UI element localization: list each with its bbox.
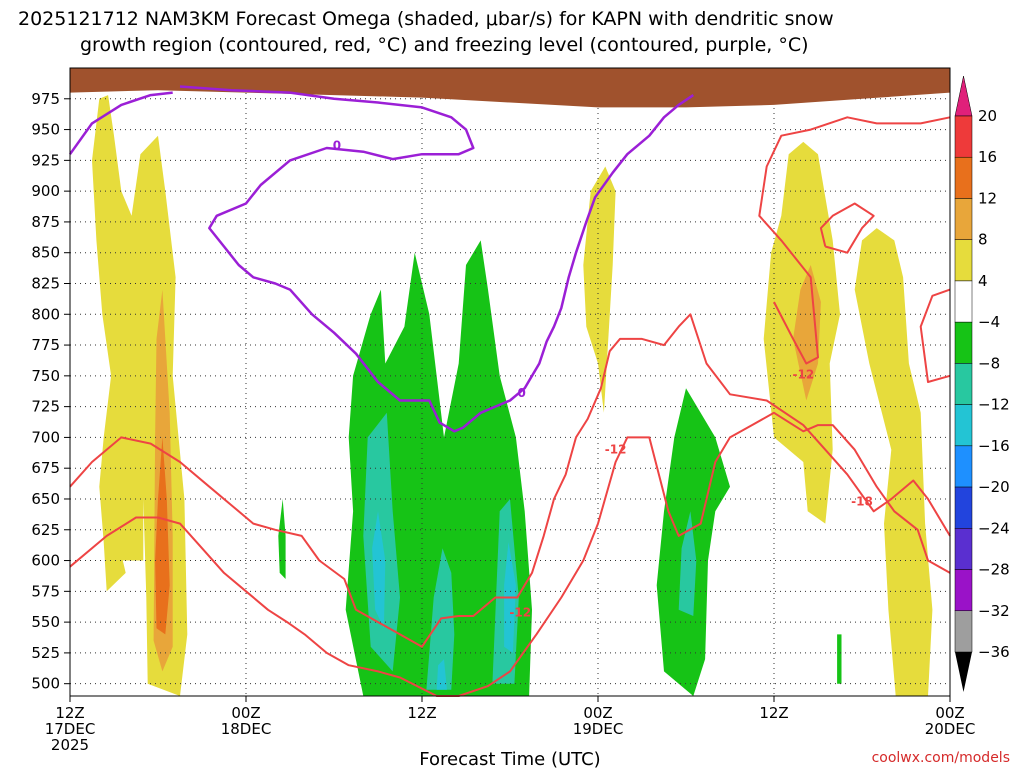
x-tick-label-1-1: 18DEC — [221, 720, 272, 738]
colorbar-bin-12 — [954, 610, 973, 653]
y-tick-label-600: 600 — [31, 552, 60, 570]
colorbar-top-arrow — [954, 75, 973, 117]
grid-lines — [69, 68, 951, 696]
y-tick-label-775: 775 — [31, 336, 60, 354]
colorbar-bin-11 — [954, 569, 973, 612]
colorbar-bin-8 — [954, 445, 973, 488]
y-tick-label-550: 550 — [31, 613, 60, 631]
y-tick-label-925: 925 — [31, 151, 60, 169]
y-tick-label-650: 650 — [31, 490, 60, 508]
y-tick-label-700: 700 — [31, 428, 60, 446]
colorbar-label-0: 20 — [978, 107, 997, 125]
colorbar-label-8: −16 — [978, 437, 1010, 455]
contour-label-5: 0 — [333, 139, 341, 153]
plot-frame — [69, 67, 951, 697]
colorbar-label-11: −28 — [978, 561, 1010, 579]
omega-region-teal-right — [678, 511, 697, 616]
colorbar-label-6: −8 — [978, 354, 1000, 372]
colorbar-bin-4 — [954, 280, 973, 323]
colorbar-bin-2 — [954, 198, 973, 240]
colorbar-bin-1 — [954, 156, 973, 199]
dgz-contour-4 — [919, 288, 951, 383]
contour-layer — [68, 85, 951, 697]
contour-label-4: 0 — [518, 386, 526, 400]
x-tick-label-0-1: 17DEC — [45, 720, 96, 738]
dgz-contour-1 — [69, 411, 951, 697]
y-tick-label-850: 850 — [31, 244, 60, 262]
contour-label-3: -18 — [851, 494, 873, 508]
omega-region-green-small — [278, 499, 286, 579]
y-tick-label-800: 800 — [31, 305, 60, 323]
colorbar-label-13: −36 — [978, 643, 1010, 661]
x-tick-label-3-0: 00Z — [583, 704, 612, 722]
y-tick-label-875: 875 — [31, 213, 60, 231]
y-tick-label-675: 675 — [31, 459, 60, 477]
y-tick-label-825: 825 — [31, 274, 60, 292]
freezing-contour-0 — [68, 91, 173, 155]
x-tick-label-2-0: 12Z — [407, 704, 436, 722]
omega-region-cyan-main-1 — [436, 659, 447, 690]
y-tick-label-975: 975 — [31, 90, 60, 108]
chart-title-line2: growth region (contoured, red, °C) and f… — [80, 34, 809, 56]
terrain-layer — [70, 68, 950, 108]
x-tick-label-1-0: 00Z — [231, 704, 260, 722]
colorbar-label-2: 12 — [978, 189, 997, 207]
y-tick-label-575: 575 — [31, 582, 60, 600]
y-axis: 500 525 550 575 600 625 650 675 700 725 750 775 800 8… — [31, 90, 70, 693]
colorbar-label-7: −12 — [978, 396, 1010, 414]
dgz-contour-2 — [758, 116, 951, 365]
colorbar-label-3: 8 — [978, 231, 988, 249]
omega-region-yellow-far-right — [854, 228, 933, 696]
y-tick-label-750: 750 — [31, 367, 60, 385]
colorbar-bin-5 — [954, 321, 973, 364]
colorbar-bin-10 — [954, 528, 973, 570]
x-axis-label: Forecast Time (UTC) — [419, 749, 600, 768]
x-tick-label-5-0: 00Z — [935, 704, 964, 722]
omega-shading-layer — [92, 95, 933, 697]
contour-label-1: -12 — [605, 443, 627, 457]
contour-label-0: -12 — [509, 605, 531, 619]
x-tick-label-4-0: 12Z — [759, 704, 788, 722]
colorbar-bin-0 — [954, 115, 973, 158]
dgz-contour-3 — [819, 202, 875, 254]
y-tick-label-725: 725 — [31, 398, 60, 416]
colorbar-bin-3 — [954, 239, 973, 282]
colorbar-label-9: −20 — [978, 478, 1010, 496]
colorbar-bin-6 — [954, 363, 973, 405]
colorbar-label-12: −32 — [978, 602, 1010, 620]
colorbar-label-10: −24 — [978, 519, 1010, 537]
terrain-surface — [70, 68, 950, 108]
omega-region-yellow-center — [583, 166, 616, 413]
x-tick-label-5-1: 20DEC — [925, 720, 976, 738]
omega-region-cyan-main-2 — [372, 511, 386, 629]
y-tick-label-500: 500 — [31, 675, 60, 693]
x-tick-label-3-1: 19DEC — [573, 720, 624, 738]
colorbar-bottom-arrow — [955, 652, 972, 692]
omega-region-orange-right — [793, 265, 821, 401]
colorbar-bin-7 — [954, 404, 973, 447]
colorbar: 20 16 12 8 4 −4 −8 −12 −16 −20 −24 −28 −32 −36 — [954, 75, 1010, 692]
y-tick-label-625: 625 — [31, 521, 60, 539]
y-tick-label-525: 525 — [31, 644, 60, 662]
colorbar-label-1: 16 — [978, 148, 997, 166]
chart-title-line1: 2025121712 NAM3KM Forecast Omega (shaded… — [18, 8, 834, 30]
x-tick-label-0-2: 2025 — [51, 736, 89, 754]
colorbar-label-5: −4 — [978, 313, 1000, 331]
freezing-contour-1 — [179, 85, 694, 433]
colorbar-bin-9 — [954, 486, 973, 529]
credit-text: coolwx.com/models — [872, 750, 1010, 766]
omega-region-strong-early — [155, 437, 170, 635]
omega-region-green-tiny — [837, 634, 842, 684]
contour-label-2: -12 — [792, 368, 814, 382]
dgz-contour-0 — [69, 313, 951, 648]
x-tick-label-0-0: 12Z — [55, 704, 84, 722]
y-tick-label-900: 900 — [31, 182, 60, 200]
contour-labels: -12 -12 -12 -18 0 0 — [333, 139, 873, 620]
y-tick-label-950: 950 — [31, 121, 60, 139]
colorbar-label-4: 4 — [978, 272, 988, 290]
